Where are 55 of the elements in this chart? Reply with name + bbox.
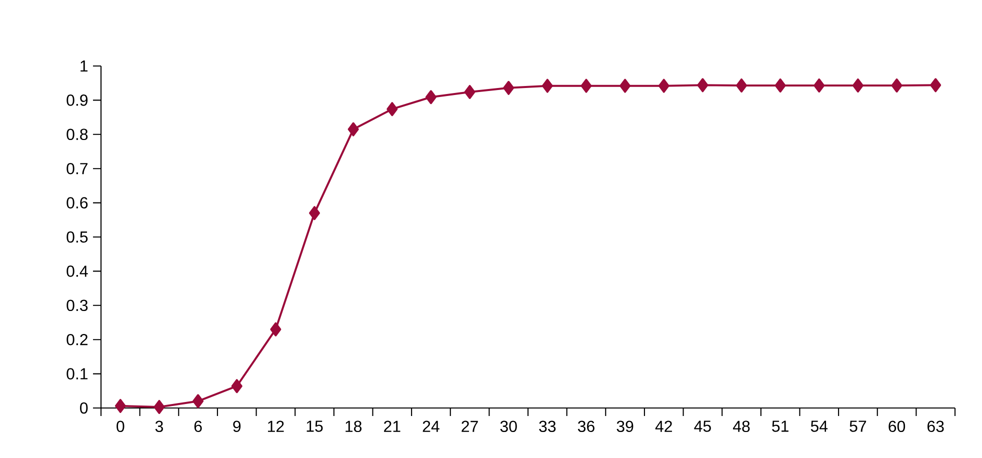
x-tick-label: 42 <box>655 420 672 432</box>
x-tick-label: 27 <box>462 420 478 432</box>
y-tick-label: 0.8 <box>66 128 88 140</box>
x-tick-label: 9 <box>233 420 241 432</box>
y-tick-label: 0.7 <box>66 162 88 174</box>
point <box>697 78 708 92</box>
x-tick-label: 33 <box>539 420 556 432</box>
x-tick-label: 63 <box>928 420 944 432</box>
x-tick-label: 54 <box>810 420 828 432</box>
point <box>736 78 748 92</box>
point <box>309 206 320 220</box>
x-tick-label: 24 <box>422 420 440 432</box>
y-tick-label: 0.5 <box>66 231 88 243</box>
point <box>348 122 359 136</box>
point <box>386 102 398 116</box>
x-tick-label: 6 <box>194 420 202 432</box>
x-tick-label: 18 <box>346 420 362 432</box>
x-tick-label: 0 <box>116 420 124 432</box>
x-tick-label: 48 <box>732 420 750 432</box>
point <box>930 78 942 92</box>
point <box>425 90 436 104</box>
y-tick-label: 0.4 <box>66 266 88 277</box>
point <box>464 84 476 99</box>
point <box>114 398 126 413</box>
point <box>231 379 242 394</box>
x-tick-label: 21 <box>384 420 400 432</box>
x-tick-label: 30 <box>500 420 517 432</box>
point <box>270 322 282 336</box>
x-tick-label: 15 <box>306 420 323 432</box>
point <box>891 78 902 92</box>
point <box>503 80 514 95</box>
x-tick-label: 39 <box>616 420 634 432</box>
y-tick-label: 1 <box>80 60 88 72</box>
x-tick-label: 45 <box>694 420 711 432</box>
y-tick-label: 0.2 <box>66 334 88 346</box>
y-tick-label: 0.1 <box>66 368 88 380</box>
point <box>814 78 825 92</box>
point <box>620 78 631 93</box>
y-tick-label: 0.9 <box>66 94 88 106</box>
x-tick-label: 60 <box>888 420 906 432</box>
point <box>852 78 864 92</box>
point <box>658 78 670 93</box>
x-tick-label: 36 <box>578 420 594 432</box>
x-tick-label: 51 <box>772 420 788 432</box>
x-tick-label: 57 <box>850 420 866 432</box>
point <box>542 78 553 93</box>
y-tick-label: 0 <box>80 402 88 414</box>
y-tick-label: 0.6 <box>66 197 88 208</box>
y-tick-label: 0.3 <box>66 300 88 312</box>
point <box>154 400 165 414</box>
point <box>580 78 592 93</box>
x-tick-label: 3 <box>155 420 163 432</box>
point <box>192 394 204 408</box>
x-tick-label: 12 <box>268 420 284 432</box>
point <box>774 78 786 92</box>
